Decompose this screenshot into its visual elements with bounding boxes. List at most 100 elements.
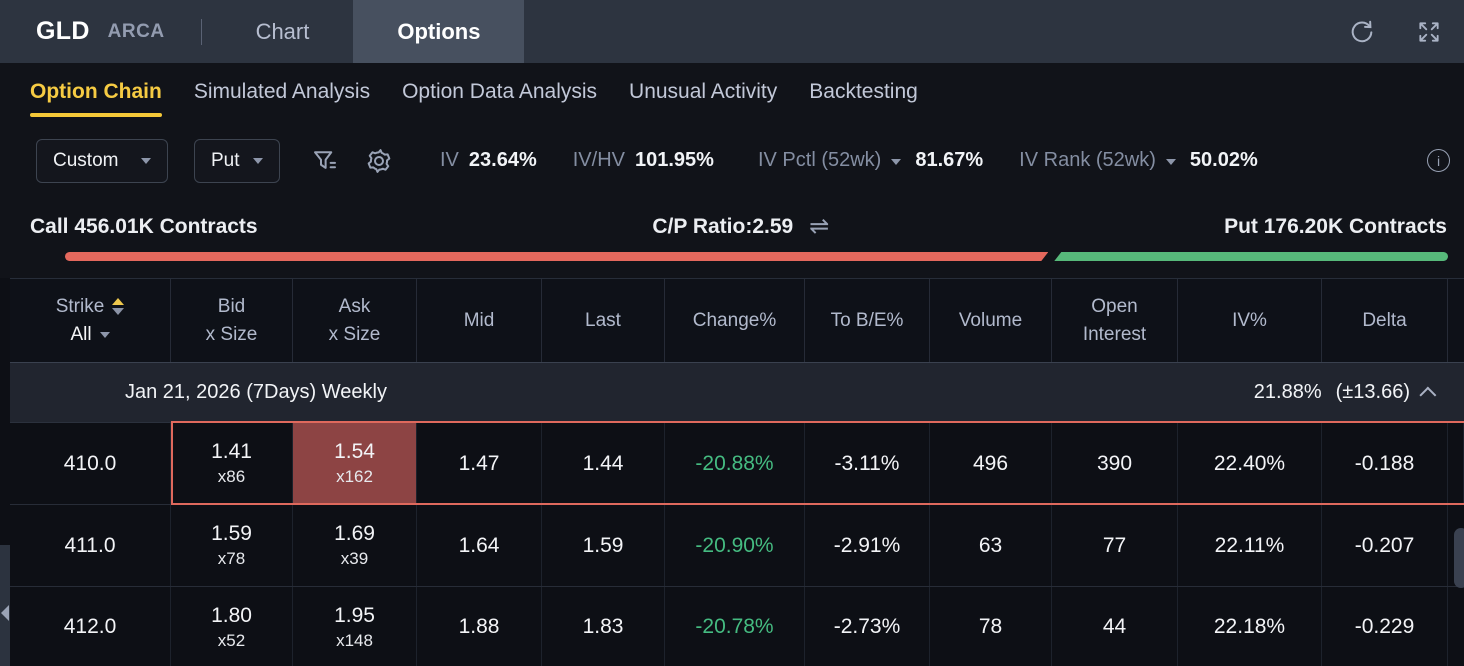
col-change[interactable]: Change% xyxy=(665,279,805,362)
side-dropdown[interactable]: Put xyxy=(194,138,280,183)
tobe-cell[interactable]: -2.73% xyxy=(805,587,930,666)
ask-cell[interactable]: 1.54 x162 xyxy=(293,423,417,504)
table-row: 412.0 1.80 x52 1.95 x148 1.88 1.83 -20.7… xyxy=(10,587,1464,666)
open-interest-cell[interactable]: 77 xyxy=(1052,505,1178,586)
bid-cell[interactable]: 1.41 x86 xyxy=(171,423,293,504)
tobe-cell[interactable]: -2.91% xyxy=(805,505,930,586)
chevron-down-icon xyxy=(99,331,110,338)
strike-filter-dropdown[interactable]: All xyxy=(70,323,110,346)
subnav-option-chain[interactable]: Option Chain xyxy=(30,63,162,120)
clipped-cell xyxy=(1448,423,1464,504)
chevron-down-icon xyxy=(1165,158,1176,165)
clipped-cell xyxy=(1448,587,1464,666)
table-header: Strike All Bid x Size Ask x Size Mid Last … xyxy=(10,279,1464,363)
col-bid[interactable]: Bid x Size xyxy=(171,279,293,362)
iv-cell[interactable]: 22.18% xyxy=(1178,587,1322,666)
col-mid[interactable]: Mid xyxy=(417,279,542,362)
bid-cell[interactable]: 1.80 x52 xyxy=(171,587,293,666)
last-cell[interactable]: 1.83 xyxy=(542,587,665,666)
filter-icon[interactable] xyxy=(310,146,340,176)
mid-cell[interactable]: 1.88 xyxy=(417,587,542,666)
volume-cell[interactable]: 63 xyxy=(930,505,1052,586)
mid-cell[interactable]: 1.47 xyxy=(417,423,542,504)
titlebar: GLD ARCA Chart Options xyxy=(0,0,1464,63)
change-cell[interactable]: -20.88% xyxy=(665,423,805,504)
symbol-button[interactable]: GLD ARCA xyxy=(0,0,165,63)
subnav-option-data-analysis[interactable]: Option Data Analysis xyxy=(402,79,598,103)
sort-asc-icon xyxy=(112,298,125,305)
subnav-unusual-activity[interactable]: Unusual Activity xyxy=(629,79,778,103)
options-subnav: Option Chain Simulated Analysis Option D… xyxy=(0,63,1464,120)
bar-gap xyxy=(1048,252,1054,261)
strike-filter-value: All xyxy=(70,323,92,345)
iv-rank-dropdown[interactable]: IV Rank (52wk) 50.02% xyxy=(1019,149,1258,172)
delta-cell[interactable]: -0.188 xyxy=(1322,423,1448,504)
call-put-ratio-section: Call 456.01K Contracts C/P Ratio:2.59 ⇌ … xyxy=(0,201,1464,278)
vertical-scrollbar-thumb[interactable] xyxy=(1454,528,1464,588)
left-panel-gutter xyxy=(0,545,10,666)
last-cell[interactable]: 1.59 xyxy=(542,505,665,586)
open-interest-cell[interactable]: 44 xyxy=(1052,587,1178,666)
volume-cell[interactable]: 496 xyxy=(930,423,1052,504)
sort-icon[interactable] xyxy=(112,298,125,315)
volume-cell[interactable]: 78 xyxy=(930,587,1052,666)
subnav-backtesting[interactable]: Backtesting xyxy=(809,79,918,103)
mid-cell[interactable]: 1.64 xyxy=(417,505,542,586)
iv-pctl-label: IV Pctl (52wk) xyxy=(757,149,882,171)
delta-cell[interactable]: -0.229 xyxy=(1322,587,1448,666)
tab-options[interactable]: Options xyxy=(353,0,525,63)
tab-chart[interactable]: Chart xyxy=(255,18,310,44)
strike-cell[interactable]: 411.0 xyxy=(10,505,171,586)
chevron-down-icon xyxy=(141,157,151,164)
subnav-simulated-analysis[interactable]: Simulated Analysis xyxy=(193,79,371,103)
iv-cell[interactable]: 22.40% xyxy=(1178,423,1322,504)
tobe-cell[interactable]: -3.11% xyxy=(805,423,930,504)
fullscreen-icon[interactable] xyxy=(1416,19,1442,45)
ask-cell[interactable]: 1.95 x148 xyxy=(293,587,417,666)
iv-cell[interactable]: 22.11% xyxy=(1178,505,1322,586)
change-cell[interactable]: -20.78% xyxy=(665,587,805,666)
chevron-up-icon[interactable] xyxy=(1419,386,1437,404)
swap-icon[interactable]: ⇌ xyxy=(809,213,830,240)
col-clipped xyxy=(1448,279,1464,362)
ivhv-stat: IV/HV 101.95% xyxy=(573,149,714,172)
strike-cell[interactable]: 412.0 xyxy=(10,587,171,666)
col-strike: Strike All xyxy=(10,279,171,362)
call-contracts-label: Call 456.01K Contracts xyxy=(30,215,258,238)
layout-dropdown[interactable]: Custom xyxy=(36,138,168,183)
table-row: 411.0 1.59 x78 1.69 x39 1.64 1.59 -20.90… xyxy=(10,505,1464,587)
collapse-left-icon[interactable] xyxy=(1,605,9,621)
side-dropdown-value: Put xyxy=(211,149,240,171)
col-last[interactable]: Last xyxy=(542,279,665,362)
gear-icon[interactable] xyxy=(364,146,394,176)
expiry-expected-move: (±13.66) xyxy=(1335,381,1410,403)
sort-desc-icon xyxy=(112,308,125,315)
call-bar xyxy=(65,252,1048,261)
put-contracts-label: Put 176.20K Contracts xyxy=(1224,215,1447,238)
strike-cell[interactable]: 410.0 xyxy=(10,423,171,504)
iv-label: IV xyxy=(440,149,459,171)
open-interest-cell[interactable]: 390 xyxy=(1052,423,1178,504)
put-bar xyxy=(1054,252,1448,261)
col-tobe[interactable]: To B/E% xyxy=(805,279,930,362)
last-cell[interactable]: 1.44 xyxy=(542,423,665,504)
col-delta[interactable]: Delta xyxy=(1322,279,1448,362)
exchange-label: ARCA xyxy=(107,20,165,42)
table-row: 410.0 1.41 x86 1.54 x162 1.47 1.44 -20.8… xyxy=(10,421,1464,505)
col-iv[interactable]: IV% xyxy=(1178,279,1322,362)
iv-pctl-value: 81.67% xyxy=(915,149,984,171)
change-cell[interactable]: -20.90% xyxy=(665,505,805,586)
ask-cell[interactable]: 1.69 x39 xyxy=(293,505,417,586)
bid-cell[interactable]: 1.59 x78 xyxy=(171,505,293,586)
expiry-group-row[interactable]: Jan 21, 2026 (7Days) Weekly 21.88% (±13.… xyxy=(10,363,1464,423)
iv-pctl-dropdown[interactable]: IV Pctl (52wk) 81.67% xyxy=(758,149,983,172)
col-open-interest[interactable]: Open Interest xyxy=(1052,279,1178,362)
delta-cell[interactable]: -0.207 xyxy=(1322,505,1448,586)
option-chain-table: Strike All Bid x Size Ask x Size Mid Last … xyxy=(10,278,1464,666)
col-volume[interactable]: Volume xyxy=(930,279,1052,362)
cp-ratio-group: C/P Ratio:2.59 ⇌ xyxy=(652,215,829,239)
col-ask[interactable]: Ask x Size xyxy=(293,279,417,362)
info-icon[interactable]: i xyxy=(1427,149,1450,172)
refresh-icon[interactable] xyxy=(1348,18,1376,46)
